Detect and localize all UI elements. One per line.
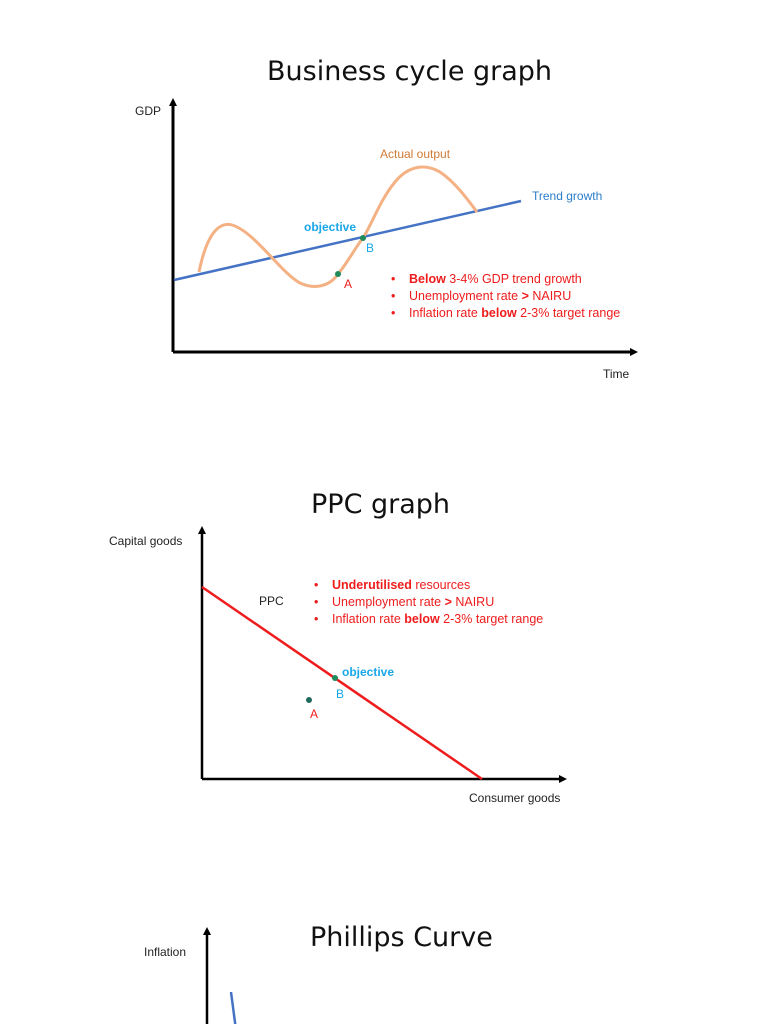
business-cycle-axes [169,98,638,356]
ppc-bullets: • Underutilised resources • Unemployment r… [314,577,543,628]
ppc-objective-label: objective [342,665,395,679]
phillips-curve-line [229,991,237,1024]
point-b-marker [360,235,366,241]
ppc-point-b-label: B [336,687,345,701]
bullet-item: • Underutilised resources [314,578,471,592]
bullet-item: • Unemployment rate > NAIRU [314,595,495,609]
actual-output-label: Actual output [380,147,451,161]
business-cycle-title: Business cycle graph [267,56,553,87]
inflation-axis-label: Inflation [144,945,187,959]
objective-label: objective [304,220,357,234]
bullet-item: • Inflation rate below 2-3% target range [314,612,544,626]
bullet-item: • Below 3-4% GDP trend growth [391,272,582,286]
trend-growth-label: Trend growth [532,189,603,203]
phillips-title: Phillips Curve [310,922,493,953]
business-cycle-bullets: • Below 3-4% GDP trend growth • Unemployme… [391,271,620,322]
bullet-item: • Inflation rate below 2-3% target range [391,306,621,320]
point-b-label: B [366,241,375,255]
bullet-item: • Unemployment rate > NAIRU [391,289,572,303]
point-a-label: A [344,277,353,291]
ppc-title: PPC graph [311,489,451,520]
ppc-point-a-marker [306,697,312,703]
gdp-axis-label: GDP [135,104,162,118]
point-a-marker [335,271,341,277]
ppc-point-b-marker [332,675,338,681]
actual-output-curve [197,165,479,288]
ppc-line [201,585,483,781]
ppc-curve-label: PPC [259,594,284,608]
ppc-axes [198,526,567,783]
ppc-point-a-label: A [310,707,319,721]
consumer-goods-axis-label: Consumer goods [469,791,561,805]
time-axis-label: Time [603,367,630,381]
trend-growth-line [173,199,522,282]
capital-goods-axis-label: Capital goods [109,534,183,548]
